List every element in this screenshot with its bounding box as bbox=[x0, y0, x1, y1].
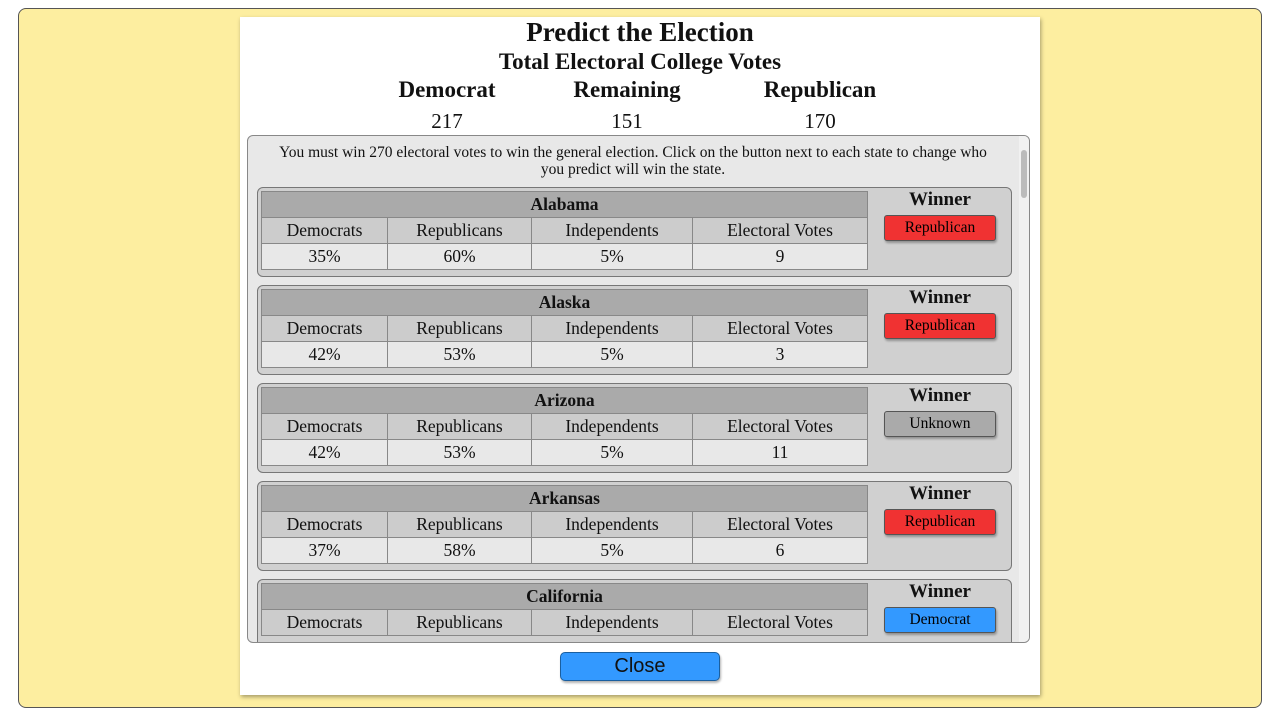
column-label: Democrats bbox=[261, 609, 388, 636]
column-label: Democrats bbox=[261, 511, 388, 538]
state-list: You must win 270 electoral votes to win … bbox=[247, 135, 1030, 643]
state-name: California bbox=[261, 583, 868, 610]
column-label: Republicans bbox=[387, 413, 532, 440]
instructions: You must win 270 electoral votes to win … bbox=[279, 144, 987, 178]
winner: Winner Republican bbox=[884, 482, 996, 535]
column-label: Independents bbox=[531, 609, 693, 636]
tally-label: Democrat bbox=[398, 77, 496, 102]
value-cell: 6 bbox=[692, 537, 868, 564]
value-row: 42% 53% 5% 11 bbox=[261, 439, 868, 466]
winner-heading: Winner bbox=[909, 287, 971, 308]
value-cell: 11 bbox=[692, 439, 868, 466]
value-cell: 5% bbox=[531, 341, 693, 368]
column-row: Democrats Republicans Independents Electora… bbox=[261, 609, 868, 636]
value-cell: 5% bbox=[531, 439, 693, 466]
state-name: Arkansas bbox=[261, 485, 868, 512]
winner: Winner Republican bbox=[884, 286, 996, 339]
name-row: Alabama bbox=[261, 191, 868, 218]
scroll-thumb[interactable] bbox=[1021, 150, 1027, 198]
column-row: Democrats Republicans Independents Electora… bbox=[261, 217, 868, 244]
state-table: California Democrats Republicans Independen… bbox=[261, 583, 868, 636]
column-label: Electoral Votes bbox=[692, 217, 868, 244]
modal: Predict the Election Total Electoral Col… bbox=[240, 17, 1040, 695]
tally-label: Republican bbox=[763, 77, 877, 102]
column-row: Democrats Republicans Independents Electora… bbox=[261, 413, 868, 440]
value-cell: 5% bbox=[531, 537, 693, 564]
state-card: Arkansas Democrats Republicans Independents… bbox=[257, 481, 1012, 571]
winner-heading: Winner bbox=[909, 483, 971, 504]
state-card: Alaska Democrats Republicans Independents El… bbox=[257, 285, 1012, 375]
state-table: Alaska Democrats Republicans Independents El… bbox=[261, 289, 868, 368]
winner-button[interactable]: Democrat bbox=[884, 607, 996, 633]
value-cell: 5% bbox=[531, 243, 693, 270]
tally-label: Remaining bbox=[573, 77, 681, 102]
winner-button[interactable]: Republican bbox=[884, 215, 996, 241]
subtitle: Total Electoral College Votes bbox=[498, 49, 782, 74]
state-table: Arizona Democrats Republicans Independents E… bbox=[261, 387, 868, 466]
value-cell: 42% bbox=[261, 439, 388, 466]
state-card: Arizona Democrats Republicans Independents E… bbox=[257, 383, 1012, 473]
value-row: 37% 58% 5% 6 bbox=[261, 537, 868, 564]
scrollbar[interactable] bbox=[1019, 136, 1029, 642]
name-row: Arizona bbox=[261, 387, 868, 414]
column-label: Independents bbox=[531, 217, 693, 244]
state-table: Alabama Democrats Republicans Independents E… bbox=[261, 191, 868, 270]
winner-heading: Winner bbox=[909, 385, 971, 406]
tally-value: 217 bbox=[431, 109, 463, 133]
winner-button[interactable]: Republican bbox=[884, 509, 996, 535]
name-row: Arkansas bbox=[261, 485, 868, 512]
column-label: Independents bbox=[531, 315, 693, 342]
column-label: Electoral Votes bbox=[692, 511, 868, 538]
value-cell: 53% bbox=[387, 439, 532, 466]
close-button[interactable]: Close bbox=[560, 652, 720, 681]
tally-value: 170 bbox=[804, 109, 836, 133]
column-label: Republicans bbox=[387, 315, 532, 342]
state-table: Arkansas Democrats Republicans Independents… bbox=[261, 485, 868, 564]
column-label: Republicans bbox=[387, 217, 532, 244]
tally-value: 151 bbox=[611, 109, 643, 133]
column-label: Democrats bbox=[261, 315, 388, 342]
column-label: Independents bbox=[531, 413, 693, 440]
name-row: California bbox=[261, 583, 868, 610]
winner-button[interactable]: Republican bbox=[884, 313, 996, 339]
column-row: Democrats Republicans Independents Electora… bbox=[261, 511, 868, 538]
value-cell: 9 bbox=[692, 243, 868, 270]
value-cell: 60% bbox=[387, 243, 532, 270]
value-cell: 58% bbox=[387, 537, 532, 564]
value-row: 35% 60% 5% 9 bbox=[261, 243, 868, 270]
winner: Winner Republican bbox=[884, 188, 996, 241]
value-cell: 35% bbox=[261, 243, 388, 270]
column-label: Independents bbox=[531, 511, 693, 538]
column-label: Electoral Votes bbox=[692, 609, 868, 636]
column-label: Democrats bbox=[261, 413, 388, 440]
value-cell: 37% bbox=[261, 537, 388, 564]
winner: Winner Unknown bbox=[884, 384, 996, 437]
value-cell: 3 bbox=[692, 341, 868, 368]
column-label: Electoral Votes bbox=[692, 413, 868, 440]
state-name: Alaska bbox=[261, 289, 868, 316]
column-label: Republicans bbox=[387, 511, 532, 538]
column-row: Democrats Republicans Independents Electora… bbox=[261, 315, 868, 342]
value-cell: 53% bbox=[387, 341, 532, 368]
value-row: 42% 53% 5% 3 bbox=[261, 341, 868, 368]
state-name: Arizona bbox=[261, 387, 868, 414]
states: Alabama Democrats Republicans Independents E… bbox=[257, 187, 1013, 642]
winner-heading: Winner bbox=[909, 581, 971, 602]
name-row: Alaska bbox=[261, 289, 868, 316]
winner: Winner Democrat bbox=[884, 580, 996, 633]
value-cell: 42% bbox=[261, 341, 388, 368]
title: Predict the Election bbox=[526, 17, 754, 47]
state-name: Alabama bbox=[261, 191, 868, 218]
state-card: California Democrats Republicans Independen… bbox=[257, 579, 1012, 642]
column-label: Democrats bbox=[261, 217, 388, 244]
column-label: Republicans bbox=[387, 609, 532, 636]
winner-button[interactable]: Unknown bbox=[884, 411, 996, 437]
column-label: Electoral Votes bbox=[692, 315, 868, 342]
winner-heading: Winner bbox=[909, 189, 971, 210]
state-card: Alabama Democrats Republicans Independents E… bbox=[257, 187, 1012, 277]
